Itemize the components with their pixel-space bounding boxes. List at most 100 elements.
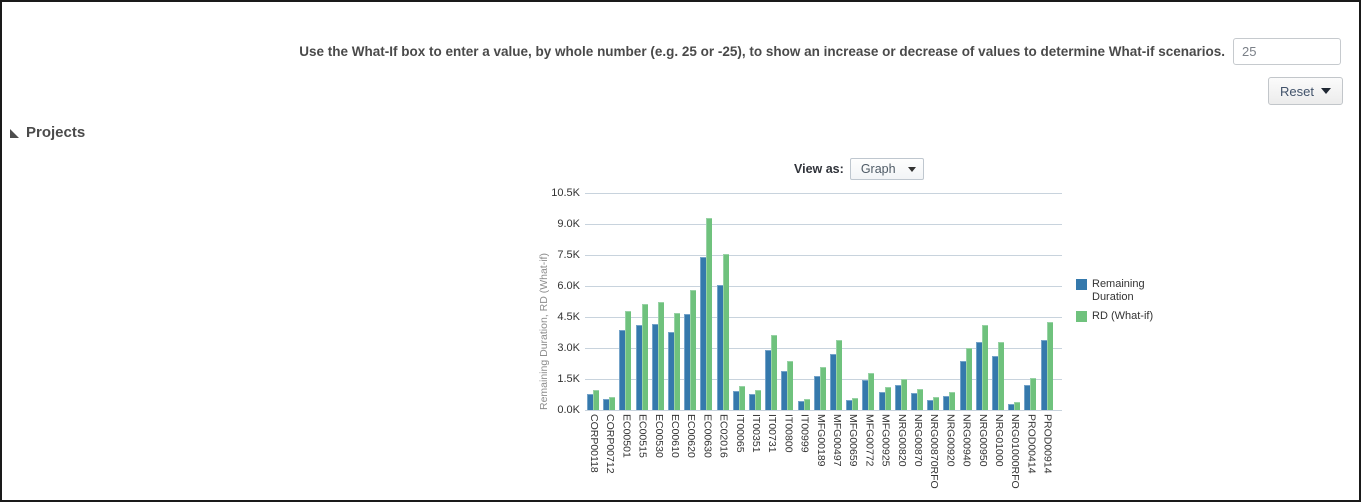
bar-IT00999-rd-what-if [803,399,810,410]
legend-swatch-icon [1076,279,1087,290]
x-axis-label: NRG00950 [976,414,989,467]
bar-EC00530-remaining-duration [651,324,658,410]
y-tick-label: 3.0K [557,342,580,354]
bar-NRG00870RFO-remaining-duration [927,400,934,410]
bar-IT00999-remaining-duration [797,401,804,410]
projects-section-title: Projects [26,124,86,141]
bar-PROD00414-remaining-duration [1024,385,1031,410]
y-tick-label: 6.0K [557,280,580,292]
x-axis-label: CORP00118 [588,414,600,473]
caret-down-icon [907,166,916,172]
bar-MFG00659-remaining-duration [846,400,853,410]
bar-EC00630-remaining-duration [700,257,707,410]
legend-item: Remaining Duration [1076,278,1162,303]
y-tick-label: 1.5K [557,373,580,385]
view-as-selected-value: Graph [860,162,896,176]
bar-NRG00950-remaining-duration [975,342,982,410]
bar-IT00351-rd-what-if [755,390,761,410]
reset-button-label: Reset [1280,83,1314,99]
bar-NRG00920-rd-what-if [949,392,956,410]
caret-down-icon [1321,88,1331,94]
bar-NRG00870RFO-rd-what-if [933,397,940,410]
bar-PROD00914-rd-what-if [1046,322,1053,410]
whatif-instruction-text: Use the What-If box to enter a value, by… [299,43,1225,59]
bar-CORP00712-remaining-duration [603,399,610,410]
bar-EC02016-rd-what-if [722,254,729,410]
disclosure-triangle-icon[interactable] [10,129,19,138]
x-axis-label: NRG00820 [895,414,908,467]
gridline [585,316,1062,318]
bar-IT00800-remaining-duration [781,371,788,410]
bar-IT00800-rd-what-if [787,361,794,410]
bar-EC00515-rd-what-if [641,304,648,410]
legend-item: RD (What-if) [1076,310,1162,323]
bar-NRG00870-remaining-duration [911,393,917,410]
view-as-row: View as: Graph [794,158,924,180]
bar-EC00501-remaining-duration [619,330,626,410]
bar-MFG00497-rd-what-if [836,340,842,410]
x-axis-label: MFG00189 [814,414,827,467]
bar-MFG00189-remaining-duration [813,376,820,410]
bar-EC00530-rd-what-if [657,302,664,410]
x-axis-label: PROD00414 [1025,414,1038,474]
bar-IT00065-remaining-duration [732,391,739,410]
bar-MFG00189-rd-what-if [819,367,826,410]
bar-EC00610-rd-what-if [674,313,680,410]
x-axis-label: EC00530 [652,414,665,458]
y-tick-label: 4.5K [557,311,580,323]
projects-section-header[interactable]: Projects [10,124,85,141]
projects-bar-chart: Remaining Duration, RD (What-if) Remaini… [538,187,1178,500]
instruction-row: Use the What-If box to enter a value, by… [299,36,1341,66]
bar-NRG00820-rd-what-if [900,379,907,410]
x-axis-label: EC00620 [685,414,698,458]
bar-IT00731-rd-what-if [771,335,778,410]
x-axis-label: CORP00712 [604,414,617,474]
bar-NRG00940-remaining-duration [959,361,966,410]
bar-IT00065-rd-what-if [738,386,745,410]
bar-CORP00118-rd-what-if [593,390,599,410]
x-axis-label: IT00065 [733,414,746,453]
y-tick-label: 9.0K [557,218,580,230]
legend-swatch-icon [1076,311,1087,323]
x-axis-label: EC00630 [701,414,714,458]
bar-EC00630-rd-what-if [706,218,713,410]
bar-NRG01000-rd-what-if [998,342,1004,410]
x-axis-label: EC00501 [620,414,633,458]
x-axis-label: MFG00772 [863,414,876,467]
x-axis-label: IT00999 [798,414,811,453]
view-as-label: View as: [794,162,844,176]
bar-NRG00940-rd-what-if [965,348,972,410]
y-tick-label: 7.5K [557,249,580,261]
x-axis-label: NRG00870 [912,414,924,467]
y-tick-label: 0.0K [557,404,580,416]
bar-EC00620-remaining-duration [684,314,691,410]
bar-NRG00950-rd-what-if [981,325,988,410]
gridline [585,254,1062,256]
bar-PROD00914-remaining-duration [1040,340,1047,410]
bar-NRG01000-remaining-duration [992,356,998,410]
chart-legend: Remaining Duration RD (What-if) [1076,278,1162,330]
bar-CORP00712-rd-what-if [609,397,616,410]
whatif-value-input[interactable] [1233,37,1341,65]
x-axis-label: NRG00940 [960,414,973,467]
bar-IT00731-remaining-duration [765,350,772,410]
legend-label: RD (What-if) [1092,310,1154,323]
x-axis-label: PROD00914 [1041,414,1054,474]
bar-EC00515-remaining-duration [635,325,642,410]
plot-area [585,192,1062,411]
bar-IT00351-remaining-duration [749,394,755,410]
reset-button[interactable]: Reset [1268,77,1343,105]
x-axis-label: EC02016 [717,414,730,458]
x-axis-label: IT00800 [782,414,795,453]
bar-NRG00920-remaining-duration [943,396,950,410]
bar-EC00610-remaining-duration [668,332,674,410]
gridline [585,192,1062,194]
x-axis-label: NRG01000RFO [1009,414,1022,489]
bar-NRG01000RFO-remaining-duration [1008,404,1015,410]
x-axis-label: EC00610 [669,414,681,458]
bar-MFG00772-remaining-duration [862,380,869,410]
bar-NRG01000RFO-rd-what-if [1014,402,1021,410]
view-as-dropdown[interactable]: Graph [849,158,924,180]
bar-CORP00118-remaining-duration [587,394,593,410]
x-axis-label: IT00351 [750,414,762,453]
